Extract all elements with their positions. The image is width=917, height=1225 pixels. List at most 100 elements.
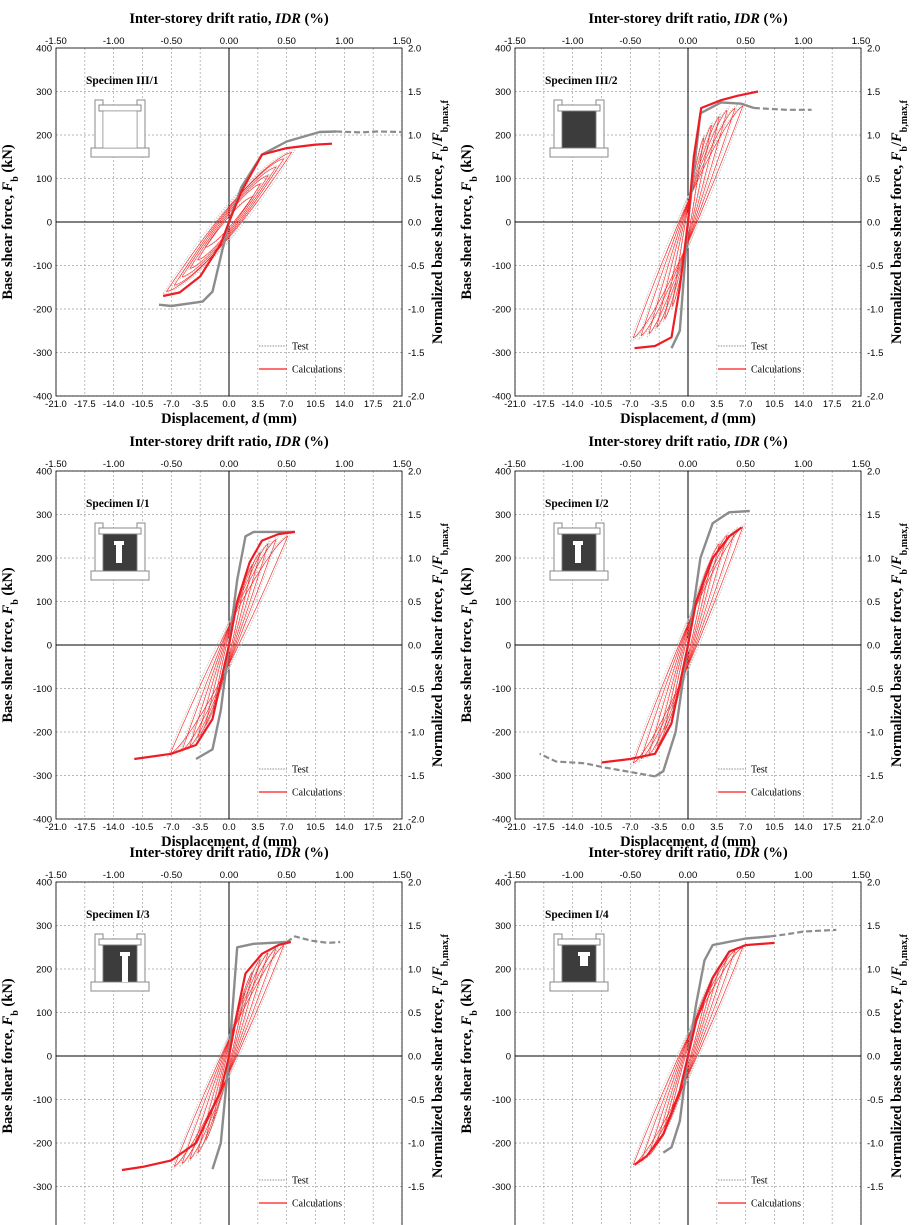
y-tick-label: 0 bbox=[47, 641, 52, 652]
y-tick-label: -200 bbox=[492, 1139, 511, 1150]
plot-frame bbox=[514, 470, 862, 820]
y2-tick-label: 0.5 bbox=[867, 174, 880, 185]
calc-loop bbox=[640, 107, 736, 337]
curves bbox=[630, 90, 812, 350]
x2-tick-label: 1.50 bbox=[852, 870, 871, 881]
x-tick-label: 7.0 bbox=[280, 399, 293, 410]
y-tick-label: -200 bbox=[492, 728, 511, 739]
model-beam bbox=[557, 104, 601, 112]
y-tick-label: 0 bbox=[506, 1052, 511, 1063]
y2-tick-label: -2.0 bbox=[408, 815, 424, 826]
y-tick-label: 100 bbox=[495, 597, 511, 608]
x-tick-label: -17.5 bbox=[74, 822, 96, 833]
y-axis-title: Base shear force, Fb (kN) bbox=[459, 567, 480, 722]
y-tick-label: -200 bbox=[33, 305, 52, 316]
x-tick-label: 17.5 bbox=[364, 822, 383, 833]
y-tick-label: -100 bbox=[33, 1095, 52, 1106]
y-axis-title: Base shear force, Fb (kN) bbox=[459, 978, 480, 1133]
y-tick-label: 0 bbox=[506, 641, 511, 652]
y2-tick-label: -1.5 bbox=[408, 771, 424, 782]
x-tick-label: 21.0 bbox=[852, 399, 871, 410]
test-loop bbox=[654, 112, 722, 332]
y-tick-label: -200 bbox=[492, 305, 511, 316]
x-tick-label: -10.5 bbox=[132, 399, 154, 410]
calc-loop bbox=[189, 175, 269, 269]
y-tick-label: -300 bbox=[492, 771, 511, 782]
x-tick-label: -7.0 bbox=[622, 399, 638, 410]
calc-loop bbox=[181, 538, 277, 751]
y2-tick-label: 2.0 bbox=[408, 44, 421, 55]
specimen-label: Specimen III/1 bbox=[86, 75, 159, 87]
y2-tick-label: 2.0 bbox=[408, 878, 421, 889]
y2-axis-title: Normalized base shear force, Fb/Fb,max,f bbox=[430, 99, 451, 344]
test-loop bbox=[646, 105, 730, 338]
x-tick-label: -21.0 bbox=[45, 399, 67, 410]
y-tick-label: 100 bbox=[36, 597, 52, 608]
y-tick-label: -400 bbox=[33, 815, 52, 826]
x-tick-label: 3.5 bbox=[251, 399, 264, 410]
x2-tick-label: 0.50 bbox=[277, 36, 296, 47]
y-tick-label: 100 bbox=[36, 174, 52, 185]
chart-panel: -21.0-17.5-14.0-10.5-7.0-3.50.03.57.010.… bbox=[459, 845, 910, 1225]
x-tick-label: -7.0 bbox=[163, 822, 179, 833]
x2-tick-label: -0.50 bbox=[620, 36, 642, 47]
x-axis-title: Displacement, d (mm) bbox=[161, 411, 297, 427]
y2-tick-label: -1.5 bbox=[408, 1182, 424, 1193]
y2-axis-title: Normalized base shear force, Fb/Fb,max,f bbox=[430, 933, 451, 1178]
specimen-model bbox=[549, 99, 609, 158]
y-tick-label: 400 bbox=[36, 44, 52, 55]
y-tick-label: 200 bbox=[495, 965, 511, 976]
x-tick-label: 21.0 bbox=[393, 399, 412, 410]
test-envelope-dashed bbox=[753, 106, 812, 111]
legend-test-label: Test bbox=[292, 342, 309, 353]
test-envelope-dashed bbox=[336, 130, 402, 134]
model-infill bbox=[102, 944, 138, 983]
y-axis-title: Base shear force, Fb (kN) bbox=[0, 144, 21, 299]
y2-tick-label: 1.0 bbox=[408, 131, 421, 142]
plot-frame bbox=[55, 470, 403, 820]
x2-tick-label: -1.50 bbox=[45, 459, 67, 470]
y-tick-label: 300 bbox=[36, 921, 52, 932]
x2-tick-label: -1.00 bbox=[562, 36, 584, 47]
y-tick-label: 100 bbox=[36, 1008, 52, 1019]
y2-axis-title: Normalized base shear force, Fb/Fb,max,f bbox=[889, 933, 910, 1178]
x2-tick-label: 1.50 bbox=[852, 459, 871, 470]
y2-tick-label: -1.0 bbox=[867, 728, 883, 739]
y-tick-label: 300 bbox=[495, 510, 511, 521]
legend-calc-label: Calculations bbox=[751, 788, 801, 799]
test-loop bbox=[630, 101, 747, 342]
specimen-model bbox=[90, 99, 150, 158]
plot-frame bbox=[55, 881, 403, 1225]
x2-tick-label: -1.50 bbox=[45, 870, 67, 881]
chart-panel: -21.0-17.5-14.0-10.5-7.0-3.50.03.57.010.… bbox=[0, 845, 451, 1225]
test-envelope bbox=[195, 530, 295, 761]
y-tick-label: 100 bbox=[495, 174, 511, 185]
specimen-label: Specimen III/2 bbox=[545, 75, 618, 87]
y-tick-label: 0 bbox=[506, 218, 511, 229]
calc-loop bbox=[170, 535, 289, 755]
x-tick-label: 3.5 bbox=[251, 822, 264, 833]
y2-tick-label: 1.5 bbox=[867, 87, 880, 98]
x2-tick-label: -1.00 bbox=[103, 870, 125, 881]
y2-axis-title: Normalized base shear force, Fb/Fb,max,f bbox=[430, 522, 451, 767]
y2-tick-label: 0.5 bbox=[867, 1008, 880, 1019]
y-tick-label: -300 bbox=[492, 348, 511, 359]
y-tick-label: 200 bbox=[36, 131, 52, 142]
x2-tick-label: 0.00 bbox=[220, 459, 239, 470]
x2-tick-label: 1.00 bbox=[794, 870, 813, 881]
test-loop bbox=[195, 955, 263, 1157]
y-tick-label: 0 bbox=[47, 1052, 52, 1063]
y-tick-label: 200 bbox=[36, 554, 52, 565]
y2-tick-label: -1.0 bbox=[408, 1139, 424, 1150]
y-tick-label: -300 bbox=[33, 1182, 52, 1193]
x-tick-label: 10.5 bbox=[306, 822, 325, 833]
y2-tick-label: -1.0 bbox=[867, 305, 883, 316]
top-axis-title: Inter-storey drift ratio, IDR (%) bbox=[129, 434, 329, 450]
curves bbox=[121, 935, 341, 1172]
x-tick-label: 21.0 bbox=[393, 822, 412, 833]
x-tick-label: -3.5 bbox=[651, 822, 667, 833]
x-tick-label: 0.0 bbox=[222, 822, 235, 833]
